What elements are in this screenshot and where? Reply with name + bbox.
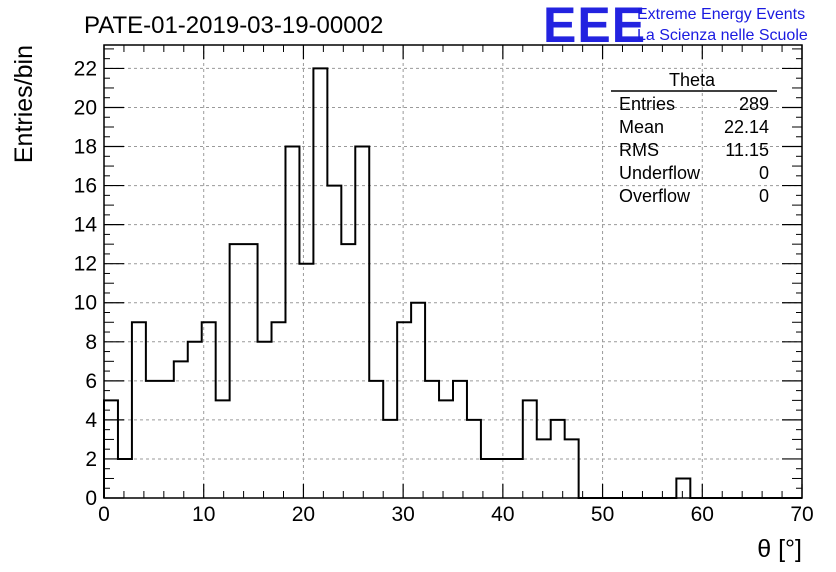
stats-row-value: 0 bbox=[759, 186, 769, 206]
y-tick-label: 18 bbox=[74, 136, 97, 159]
x-tick-labels: 0 10 20 30 40 50 60 70 bbox=[98, 503, 814, 526]
x-tick-label: 10 bbox=[192, 503, 215, 526]
x-tick-label: 20 bbox=[292, 503, 315, 526]
eee-logo: EEE Extreme Energy Events La Scienza nel… bbox=[543, 0, 808, 53]
y-axis-label: Entries/bin bbox=[10, 45, 38, 163]
y-tick-label: 14 bbox=[74, 214, 98, 237]
stats-row-value: 0 bbox=[759, 163, 769, 183]
y-tick-label: 12 bbox=[74, 253, 97, 276]
plot-frame bbox=[103, 44, 803, 499]
grid-lines bbox=[104, 45, 802, 498]
y-tick-label: 22 bbox=[74, 57, 97, 80]
stats-row-value: 22.14 bbox=[724, 117, 769, 137]
stats-row-label: RMS bbox=[619, 140, 659, 160]
y-tick-label: 6 bbox=[85, 370, 97, 393]
x-tick-label: 50 bbox=[591, 503, 614, 526]
y-tick-labels: 0 2 4 6 8 10 12 14 16 18 20 22 bbox=[74, 57, 98, 510]
x-tick-label: 40 bbox=[491, 503, 514, 526]
x-axis-label: θ [°] bbox=[757, 535, 802, 563]
stats-box-name: Theta bbox=[669, 70, 716, 90]
x-tick-label: 70 bbox=[790, 503, 813, 526]
stats-row-label: Entries bbox=[619, 94, 675, 114]
y-tick-label: 4 bbox=[85, 409, 97, 432]
y-tick-label: 10 bbox=[74, 292, 97, 315]
eee-logo-letters: EEE bbox=[543, 0, 646, 53]
stats-row-value: 11.15 bbox=[725, 140, 769, 160]
stats-row-label: Overflow bbox=[619, 186, 691, 206]
stats-box: Theta Entries 289 Mean 22.14 RMS 11.15 Underfl… bbox=[611, 70, 777, 206]
stats-row-value: 289 bbox=[739, 94, 769, 114]
x-tick-label: 30 bbox=[391, 503, 414, 526]
y-tick-label: 0 bbox=[85, 487, 97, 510]
y-tick-label: 2 bbox=[85, 448, 97, 471]
x-tick-label: 60 bbox=[691, 503, 714, 526]
axis-ticks bbox=[103, 45, 803, 499]
stats-row-label: Mean bbox=[619, 117, 664, 137]
stats-row-label: Underflow bbox=[619, 163, 701, 183]
y-tick-label: 8 bbox=[85, 331, 97, 354]
histogram-outline bbox=[103, 67, 802, 499]
x-tick-label: 0 bbox=[98, 503, 110, 526]
eee-logo-line2: La Scienza nelle Scuole bbox=[637, 27, 808, 44]
y-tick-label: 20 bbox=[74, 96, 97, 119]
eee-logo-line1: Extreme Energy Events bbox=[637, 6, 805, 23]
y-tick-label: 16 bbox=[74, 175, 97, 198]
chart-title: PATE-01-2019-03-19-00002 bbox=[84, 12, 383, 39]
